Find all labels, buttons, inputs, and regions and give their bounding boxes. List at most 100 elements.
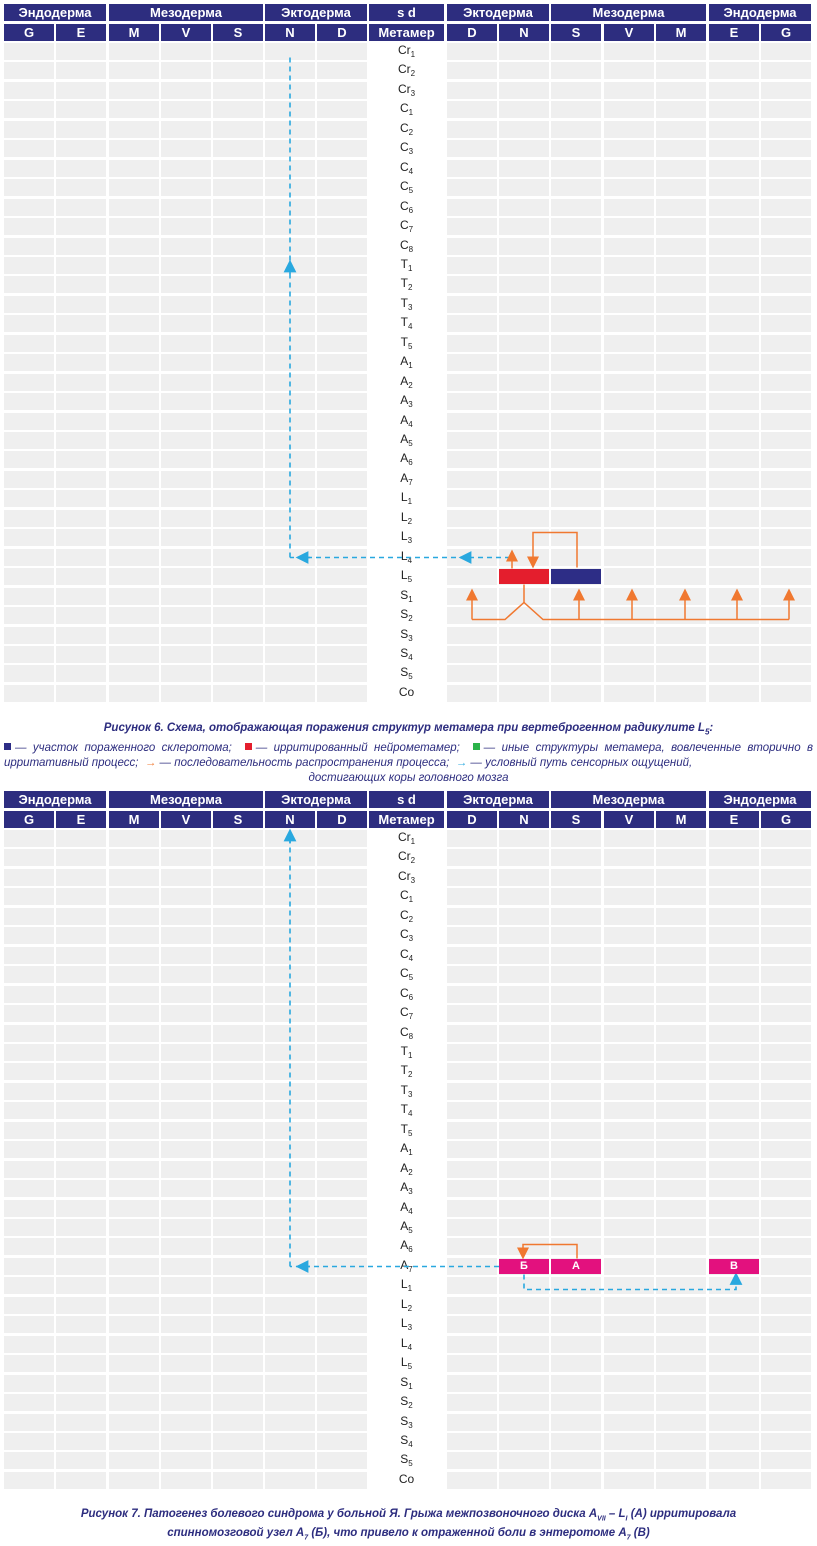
fig7-grid-cell xyxy=(56,1005,106,1022)
fig6-grid-cell xyxy=(656,374,706,391)
fig7-grid-cell xyxy=(161,1355,211,1372)
fig6-grid-cell xyxy=(604,276,654,293)
fig6-column-header: V xyxy=(604,24,654,41)
fig7-metamer-label: C2 xyxy=(399,908,414,924)
fig7-grid-cell xyxy=(709,908,759,925)
fig6-grid-cell xyxy=(317,413,367,430)
fig6-grid-cell xyxy=(109,393,159,410)
fig7-grid-cell xyxy=(551,849,601,866)
fig6-grid-cell xyxy=(604,62,654,79)
fig7-grid-cell xyxy=(161,1433,211,1450)
fig7-grid-cell xyxy=(317,1258,367,1275)
fig6-column-header: V xyxy=(161,24,211,41)
fig7-grid-cell xyxy=(213,1355,263,1372)
fig7-grid-cell xyxy=(604,947,654,964)
fig6-grid-cell xyxy=(4,121,54,138)
fig7-grid-cell xyxy=(551,1200,601,1217)
fig7-grid-cell xyxy=(761,1394,811,1411)
fig7-column-header: G xyxy=(4,811,54,828)
fig7-grid-cell xyxy=(551,1083,601,1100)
fig6-grid-cell xyxy=(265,529,315,546)
fig6-grid-cell xyxy=(709,315,759,332)
fig6-grid-cell xyxy=(56,43,106,60)
fig6-grid-cell xyxy=(761,43,811,60)
fig6-grid-cell xyxy=(213,665,263,682)
fig7-grid-cell xyxy=(265,1258,315,1275)
fig7-grid-cell xyxy=(109,869,159,886)
fig6-grid-cell xyxy=(109,43,159,60)
fig7-grid-cell xyxy=(447,1180,497,1197)
fig6-grid-cell xyxy=(604,529,654,546)
fig7-grid-cell xyxy=(447,1355,497,1372)
fig6-grid-cell xyxy=(161,549,211,566)
fig6-grid-cell xyxy=(213,218,263,235)
fig7-grid-cell xyxy=(317,1141,367,1158)
fig7-grid-cell xyxy=(56,1063,106,1080)
fig6-grid-cell xyxy=(656,471,706,488)
fig6-metamer-label: S2 xyxy=(400,607,413,623)
fig7-grid-cell xyxy=(499,1336,549,1353)
fig7-grid-cell xyxy=(109,1102,159,1119)
fig6-grid-cell xyxy=(499,665,549,682)
fig6-grid-cell xyxy=(499,218,549,235)
fig6-grid-cell xyxy=(265,490,315,507)
fig6-grid-cell xyxy=(4,510,54,527)
fig7-grid-cell xyxy=(447,1238,497,1255)
fig7-grid-cell xyxy=(265,1394,315,1411)
fig6-grid-cell xyxy=(213,432,263,449)
fig7-grid-cell xyxy=(656,1083,706,1100)
fig6-grid-cell xyxy=(761,451,811,468)
fig6-grid-cell xyxy=(4,374,54,391)
fig6-grid-cell xyxy=(551,296,601,313)
fig7-grid-cell xyxy=(709,1044,759,1061)
fig6-grid-cell xyxy=(761,354,811,371)
fig7-grid-cell xyxy=(447,1141,497,1158)
fig6-grid-cell xyxy=(109,627,159,644)
fig6-grid-cell xyxy=(317,646,367,663)
fig7-grid-cell xyxy=(604,1083,654,1100)
fig6-grid-cell xyxy=(213,646,263,663)
fig7-grid-cell xyxy=(161,1452,211,1469)
fig6-metamer-label: A7 xyxy=(400,471,413,487)
fig7-metamer-label: C4 xyxy=(399,947,414,963)
fig6-grid-cell xyxy=(265,199,315,216)
fig6-grid-cell xyxy=(447,588,497,605)
fig7-grid-cell xyxy=(213,1433,263,1450)
fig6-grid-cell xyxy=(447,568,497,585)
fig7-grid-cell xyxy=(551,1161,601,1178)
fig7-grid-cell xyxy=(265,966,315,983)
fig6-grid-cell xyxy=(499,432,549,449)
fig7-grid-cell xyxy=(656,1219,706,1236)
fig7-grid-cell xyxy=(447,849,497,866)
fig7-grid-cell xyxy=(56,1025,106,1042)
fig7-grid-cell xyxy=(317,830,367,847)
fig6-grid-cell xyxy=(499,354,549,371)
fig7-grid-cell xyxy=(761,1472,811,1489)
fig6-grid-cell xyxy=(551,374,601,391)
fig7-grid-cell xyxy=(656,908,706,925)
fig6-metamer-label: T3 xyxy=(400,296,413,312)
fig7-grid-cell xyxy=(604,1355,654,1372)
fig6-grid-cell xyxy=(265,451,315,468)
fig6-grid-cell xyxy=(317,179,367,196)
fig7-grid-cell xyxy=(656,1122,706,1139)
fig7-grid-cell xyxy=(447,1063,497,1080)
fig6-grid-cell xyxy=(109,315,159,332)
fig7-grid-cell xyxy=(656,1316,706,1333)
fig7-grid-cell xyxy=(4,908,54,925)
fig6-grid-cell xyxy=(656,140,706,157)
fig6-grid-cell xyxy=(109,568,159,585)
legend-sensory-text: — условный путь сенсорных ощущений, xyxy=(470,757,693,770)
fig7-grid-cell xyxy=(56,1044,106,1061)
fig7-grid-cell xyxy=(317,1102,367,1119)
fig6-header-group: Мезодерма xyxy=(551,4,706,21)
fig6-grid-cell xyxy=(447,43,497,60)
fig7-grid-cell xyxy=(161,1219,211,1236)
fig7-grid-cell xyxy=(265,1025,315,1042)
fig7-grid-cell xyxy=(265,1452,315,1469)
fig6-grid-cell xyxy=(709,685,759,702)
fig6-metamer-label: L4 xyxy=(400,549,413,565)
fig6-grid-cell xyxy=(499,101,549,118)
fig6-grid-cell xyxy=(656,218,706,235)
fig7-column-header: M xyxy=(656,811,706,828)
